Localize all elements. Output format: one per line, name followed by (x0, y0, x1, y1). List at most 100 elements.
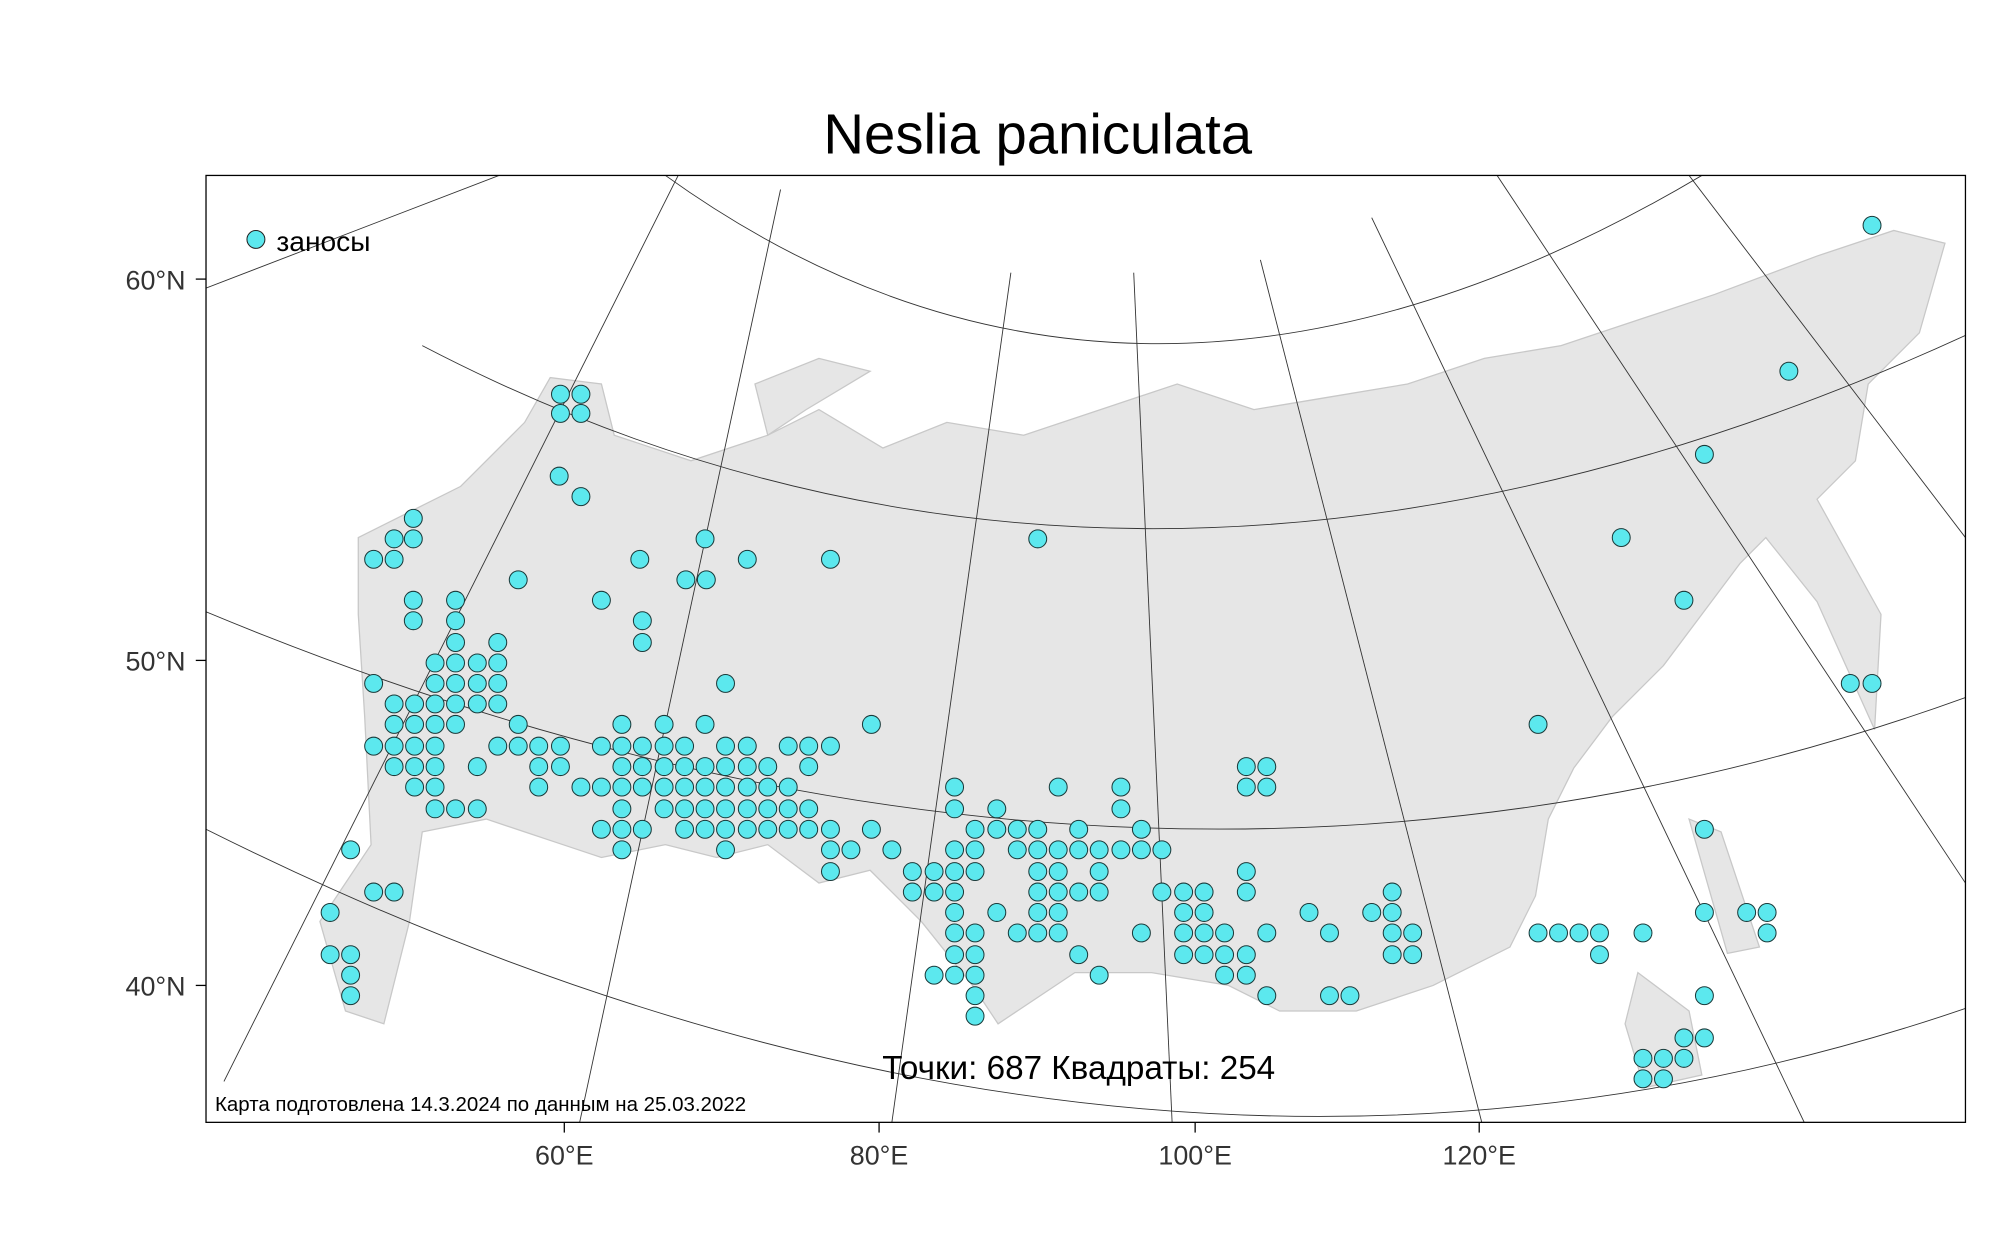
occurrence-dot (758, 777, 778, 797)
occurrence-dot (425, 757, 445, 777)
map-body (206, 175, 1966, 1123)
occurrence-dot (549, 466, 569, 486)
occurrence-dot (965, 965, 985, 985)
occurrence-dot (1528, 714, 1548, 734)
occurrence-dot (716, 777, 735, 797)
occurrence-dot (446, 799, 466, 819)
occurrence-dot (1549, 923, 1569, 943)
occurrence-dot (1048, 840, 1068, 860)
lon-label: 80°E (850, 1141, 909, 1171)
occurrence-dot (446, 611, 466, 631)
occurrence-dot (488, 736, 508, 756)
occurrence-dot (446, 590, 466, 610)
occurrence-dot (1028, 819, 1048, 839)
occurrence-dot (1111, 777, 1131, 797)
occurrence-dot (405, 777, 425, 797)
occurrence-dot (403, 590, 423, 610)
occurrence-dot (1048, 882, 1068, 902)
legend-label: заносы (276, 226, 370, 257)
occurrence-dot (425, 653, 445, 673)
occurrence-dot (612, 840, 632, 860)
occurrence-dot (1633, 1048, 1653, 1068)
occurrence-dot (612, 777, 632, 797)
occurrence-dot (405, 714, 425, 734)
occurrence-dot (1653, 1048, 1673, 1068)
occurrence-dot (716, 757, 735, 777)
map-frame (205, 174, 1967, 1123)
occurrence-dot (425, 799, 445, 819)
occurrence-dot (403, 529, 423, 549)
occurrence-dot (902, 862, 922, 882)
occurrence-dot (737, 819, 757, 839)
occurrence-dot (945, 923, 965, 943)
occurrence-dot (550, 757, 570, 777)
occurrence-dot (364, 736, 384, 756)
occurrence-dot (654, 757, 674, 777)
occurrence-dot (571, 487, 591, 507)
occurrence-dot (488, 694, 508, 714)
occurrence-dot (1611, 528, 1631, 548)
occurrence-dot (1757, 923, 1777, 943)
occurrence-dot (799, 757, 819, 777)
occurrence-dot (1048, 903, 1068, 922)
occurrence-dot (591, 777, 611, 797)
occurrence-dot (384, 757, 404, 777)
occurrence-dot (758, 757, 778, 777)
occurrence-dot (778, 819, 798, 839)
occurrence-dot (654, 799, 674, 819)
occurrence-dot (403, 508, 423, 528)
occurrence-dot (924, 965, 944, 985)
occurrence-dot (1382, 923, 1402, 943)
occurrence-dot (695, 529, 715, 549)
legend-marker (246, 229, 266, 249)
occurrence-dot (1089, 965, 1109, 985)
occurrence-dot (1089, 840, 1109, 860)
occurrence-dot (630, 549, 650, 569)
occurrence-dot (1215, 965, 1235, 985)
occurrence-dots (320, 215, 1882, 1089)
occurrence-dot (716, 840, 735, 860)
occurrence-dot (1174, 923, 1194, 943)
occurrence-dot (467, 653, 487, 673)
occurrence-dot (778, 777, 798, 797)
occurrence-dot (1152, 882, 1172, 902)
occurrence-dot (695, 757, 715, 777)
occurrence-dot (446, 633, 466, 652)
occurrence-dot (550, 736, 570, 756)
occurrence-dot (488, 673, 508, 693)
occurrence-dot (425, 777, 445, 797)
lat-label: 50°N (126, 647, 186, 677)
occurrence-dot (1382, 903, 1402, 922)
occurrence-dot (945, 840, 965, 860)
occurrence-dot (591, 819, 611, 839)
occurrence-dot (841, 840, 861, 860)
occurrence-dot (632, 819, 652, 839)
occurrence-dot (632, 633, 652, 652)
occurrence-dot (405, 757, 425, 777)
map-title: Neslia paniculata (823, 103, 1252, 166)
occurrence-dot (550, 403, 570, 423)
occurrence-dot (965, 945, 985, 965)
occurrence-dot (341, 986, 361, 1006)
occurrence-dot (945, 862, 965, 882)
occurrence-dot (1089, 882, 1109, 902)
occurrence-dot (1862, 215, 1882, 235)
occurrence-dot (508, 570, 528, 590)
occurrence-dot (965, 862, 985, 882)
occurrence-dot (632, 736, 652, 756)
occurrence-dot (1694, 986, 1714, 1006)
occurrence-dot (965, 840, 985, 860)
occurrence-dot (737, 799, 757, 819)
occurrence-dot (1674, 590, 1694, 610)
occurrence-dot (425, 694, 445, 714)
occurrence-dot (737, 736, 757, 756)
occurrence-dot (1382, 945, 1402, 965)
occurrence-dot (591, 736, 611, 756)
occurrence-dot (820, 736, 840, 756)
occurrence-dot (612, 757, 632, 777)
occurrence-dot (1194, 923, 1214, 943)
occurrence-dot (612, 714, 632, 734)
occurrence-dot (716, 819, 735, 839)
occurrence-dot (965, 923, 985, 943)
